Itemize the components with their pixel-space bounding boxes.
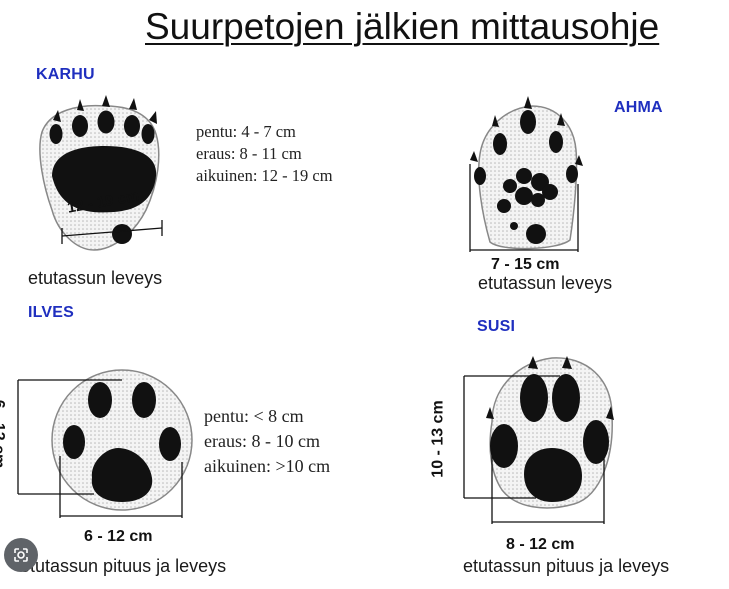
species-label-bear: KARHU — [36, 66, 95, 83]
lynx-paw-print — [17, 369, 193, 518]
wolf-paw-print — [463, 356, 614, 524]
page-title: Suurpetojen jälkien mittausohje — [145, 6, 660, 47]
bear-size-yearling: eraus: 8 - 11 cm — [196, 144, 302, 163]
bear-size-adult: aikuinen: 12 - 19 cm — [196, 166, 333, 185]
lynx-size-yearling: eraus: 8 - 10 cm — [204, 431, 320, 451]
species-label-wolverine: AHMA — [614, 99, 663, 116]
lynx-height-label: 6 - 12 cm — [0, 400, 8, 469]
bear-caption: etutassun leveys — [28, 268, 163, 288]
lynx-width-label: 6 - 12 cm — [84, 528, 153, 545]
species-label-lynx: ILVES — [28, 304, 75, 321]
bear-size-list: pentu: 4 - 7 cm eraus: 8 - 11 cm aikuine… — [196, 121, 333, 187]
species-label-wolf: SUSI — [477, 318, 516, 335]
wolf-width-label: 8 - 12 cm — [506, 536, 575, 553]
lynx-caption: etutassun pituus ja leveys — [20, 556, 227, 576]
lynx-size-cub: pentu: < 8 cm — [204, 406, 304, 426]
wolf-caption: etutassun pituus ja leveys — [463, 556, 670, 576]
bear-paw-print — [39, 95, 163, 251]
lynx-size-list: pentu: < 8 cm eraus: 8 - 10 cm aikuinen:… — [204, 404, 330, 479]
wolverine-caption: etutassun leveys — [478, 273, 613, 293]
wolverine-paw-print — [469, 96, 583, 252]
visual-search-button[interactable] — [4, 538, 38, 572]
wolverine-width-label: 7 - 15 cm — [491, 256, 560, 273]
lynx-size-adult: aikuinen: >10 cm — [204, 456, 331, 476]
bear-size-cub: pentu: 4 - 7 cm — [196, 122, 296, 141]
wolf-height-label: 10 - 13 cm — [429, 400, 447, 478]
lens-icon — [14, 548, 28, 562]
